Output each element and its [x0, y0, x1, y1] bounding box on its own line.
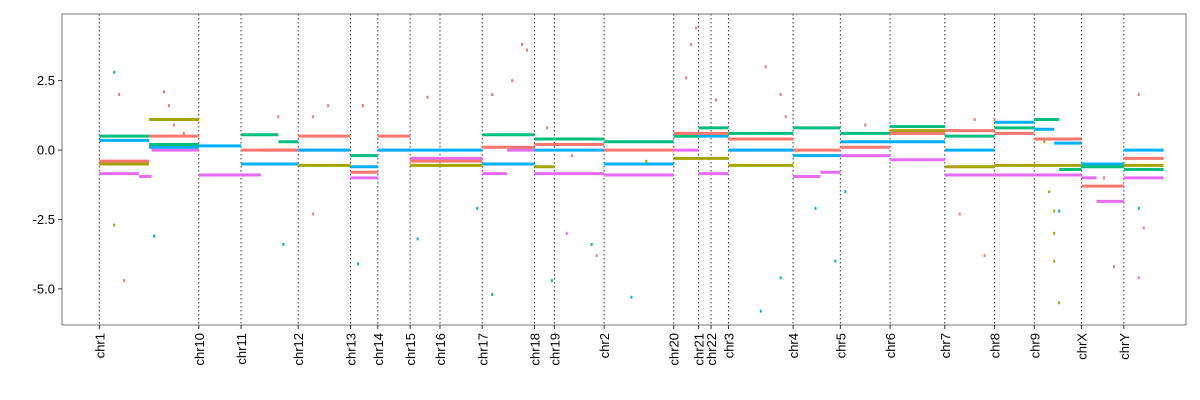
y-tick-label: -5.0	[33, 281, 55, 296]
outlier-point	[595, 254, 598, 258]
x-tick-label: chr17	[475, 333, 490, 366]
segment-layer	[99, 118, 1164, 203]
x-tick-label: chr12	[291, 333, 306, 366]
x-tick-label: chr15	[403, 333, 418, 366]
outlier-point	[327, 104, 330, 108]
outlier-point	[590, 242, 593, 246]
outlier-point	[491, 292, 494, 296]
outlier-point	[1102, 176, 1105, 180]
outlier-point	[1137, 93, 1140, 97]
outlier-point	[162, 90, 165, 94]
outlier-point	[1048, 190, 1051, 194]
outlier-point	[1058, 301, 1061, 305]
x-tick-label: chr19	[547, 333, 562, 366]
outlier-point	[118, 93, 121, 97]
outlier-point	[779, 93, 782, 97]
plot-background	[62, 14, 1186, 325]
x-tick-label: chr7	[938, 333, 953, 358]
outlier-point	[416, 237, 419, 241]
outlier-point	[690, 43, 693, 47]
x-tick-label: chr5	[833, 333, 848, 358]
x-tick-label: chr3	[721, 333, 736, 358]
outlier-point	[958, 212, 961, 216]
outlier-point	[282, 242, 285, 246]
x-tick-label: chr1	[92, 333, 107, 358]
x-tick-label: chr18	[527, 333, 542, 366]
x-tick-label: chr9	[1027, 333, 1042, 358]
x-tick-label: chr20	[667, 333, 682, 366]
outlier-point	[182, 131, 185, 135]
outlier-point	[476, 206, 479, 210]
outlier-point	[491, 93, 494, 97]
outlier-point	[167, 104, 170, 108]
outlier-point	[1053, 209, 1056, 213]
outlier-point	[113, 70, 116, 74]
x-tick-label: chrY	[1117, 333, 1132, 360]
outlier-point	[953, 165, 956, 169]
x-tick-label: chr21	[692, 333, 707, 366]
x-tick-label: chr11	[234, 333, 249, 365]
outlier-point	[1112, 265, 1115, 269]
outlier-point	[1137, 206, 1140, 210]
x-tick-label: chr8	[988, 333, 1003, 358]
plot-border	[61, 13, 1187, 326]
outlier-point	[312, 115, 315, 119]
outlier-point	[113, 223, 116, 227]
outlier-point	[834, 259, 837, 263]
outlier-point	[426, 95, 429, 99]
outlier-point	[1142, 226, 1145, 230]
outlier-point	[1053, 231, 1056, 235]
outlier-point	[779, 276, 782, 280]
outlier-point	[565, 231, 568, 235]
outlier-point	[983, 254, 986, 258]
outlier-point	[123, 279, 126, 283]
outlier-point-layer	[113, 26, 1145, 313]
outlier-point	[864, 123, 867, 127]
y-axis: 2.5 0.0 -2.5 -5.0	[33, 73, 62, 296]
outlier-point	[784, 115, 787, 119]
outlier-point	[356, 262, 359, 266]
outlier-point	[630, 295, 633, 299]
x-tick-label: chr13	[343, 333, 358, 366]
outlier-point	[1058, 209, 1061, 213]
outlier-point	[814, 206, 817, 210]
x-tick-label: chr10	[192, 333, 207, 366]
y-tick-label: 2.5	[37, 73, 55, 88]
outlier-point	[993, 118, 996, 122]
outlier-point	[550, 279, 553, 283]
outlier-point	[312, 212, 315, 216]
outlier-point	[526, 48, 529, 52]
outlier-point	[277, 115, 280, 119]
outlier-point	[759, 309, 762, 313]
outlier-point	[973, 118, 976, 122]
outlier-point	[521, 43, 524, 47]
outlier-point	[695, 26, 698, 30]
outlier-point	[1053, 259, 1056, 263]
x-tick-label: chr16	[433, 333, 448, 366]
x-tick-label: chr6	[883, 333, 898, 358]
outlier-point	[570, 154, 573, 158]
x-tick-label: chr22	[704, 333, 719, 366]
y-tick-label: -2.5	[33, 212, 55, 227]
outlier-point	[172, 123, 175, 127]
x-tick-label: chr14	[371, 333, 386, 366]
x-tick-label: chrX	[1075, 333, 1090, 360]
y-tick-label: 0.0	[37, 143, 55, 158]
outlier-point	[715, 98, 718, 102]
outlier-point	[685, 76, 688, 80]
x-tick-label: chr2	[597, 333, 612, 358]
outlier-point	[1137, 276, 1140, 280]
outlier-point	[1043, 140, 1046, 144]
outlier-point	[645, 159, 648, 163]
outlier-point	[764, 65, 767, 69]
outlier-point	[361, 104, 364, 108]
x-axis: chr1 chr10 chr11 chr12 chr13 chr14 chr15 chr16 c…	[92, 325, 1132, 366]
outlier-point	[545, 126, 548, 130]
outlier-point	[844, 190, 847, 194]
x-tick-label: chr4	[786, 333, 801, 358]
outlier-point	[153, 234, 156, 238]
outlier-point	[511, 79, 514, 83]
